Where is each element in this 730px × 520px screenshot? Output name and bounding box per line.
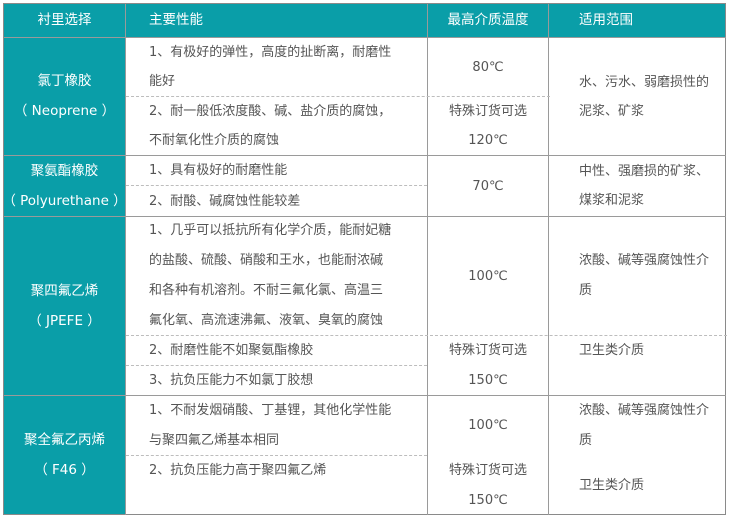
property-line: 2、耐一般低浓度酸、碱、盐介质的腐蚀， <box>149 104 392 119</box>
temp-cell: 100℃ <box>428 396 548 455</box>
divider <box>4 155 726 156</box>
temp-note: 特殊订货可选 <box>448 342 527 358</box>
divider <box>548 4 549 515</box>
property-line: 与聚四氟乙烯基本相同 <box>149 432 280 448</box>
scope-line: 泥浆、矿浆 <box>579 103 645 119</box>
lining-alias: （ Neoprene ） <box>13 103 116 119</box>
property-cell: 1、不耐发烟硝酸、丁基锂，其他化学性能 与聚四氟乙烯基本相同 <box>126 396 427 455</box>
temp-note: 特殊订货可选 <box>448 462 527 478</box>
header-text: 主要性能 <box>149 12 203 28</box>
property-cell: 2、耐一般低浓度酸、碱、盐介质的腐蚀， 不耐氧化性介质的腐蚀 <box>126 97 427 155</box>
temp-cell: 100℃ <box>428 217 548 335</box>
temp-note: 特殊订货可选 <box>448 104 527 119</box>
temp-value: 150℃ <box>468 372 508 388</box>
property-cell: 1、具有极好的耐磨性能 <box>126 156 427 185</box>
lining-alias: （ Polyurethane ） <box>2 193 127 209</box>
divider <box>4 216 726 217</box>
divider <box>4 37 726 38</box>
divider <box>125 4 126 515</box>
header-properties: 主要性能 <box>126 4 427 37</box>
scope-line: 煤浆和泥浆 <box>579 193 645 208</box>
property-line: 1、不耐发烟硝酸、丁基锂，其他化学性能 <box>149 402 392 418</box>
dashed-divider <box>126 335 727 336</box>
lining-f46: 聚全氟乙丙烯 （ F46 ） <box>4 396 125 514</box>
property-line: 和各种有机溶剂。不耐三氟化氯、高温三 <box>149 283 384 298</box>
dashed-divider <box>126 365 427 366</box>
lining-alias: （ F46 ） <box>34 462 95 478</box>
scope-line: 浓酸、碱等强腐蚀性介 <box>579 402 710 418</box>
temp-cell: 特殊订货可选 120℃ <box>428 97 548 155</box>
lining-name: 聚全氟乙丙烯 <box>24 432 105 448</box>
lining-ptfe: 聚四氟乙烯 （ JPEFE ） <box>4 217 125 395</box>
property-cell: 2、抗负压能力高于聚四氟乙烯 <box>126 456 427 515</box>
scope-cell: 水、污水、弱磨损性的 泥浆、矿浆 <box>549 38 726 155</box>
lining-name: 氯丁橡胶 <box>37 73 92 89</box>
lining-name: 聚氨酯橡胶 <box>30 163 99 179</box>
scope-line: 浓酸、碱等强腐蚀性介 <box>579 253 710 268</box>
divider <box>4 395 726 396</box>
property-line: 1、有极好的弹性，高度的扯断离，耐磨性 <box>149 45 392 60</box>
header-text: 最高介质温度 <box>447 12 529 28</box>
lining-table <box>3 3 726 515</box>
header-scope: 适用范围 <box>549 4 725 37</box>
scope-line: 中性、强磨损的矿浆、 <box>579 164 710 179</box>
scope-line: 卫生类介质 <box>579 343 645 358</box>
lining-polyurethane: 聚氨酯橡胶 （ Polyurethane ） <box>2 156 127 216</box>
header-lining: 衬里选择 <box>4 4 125 37</box>
scope-cell: 浓酸、碱等强腐蚀性介质 <box>549 396 726 455</box>
temp-value: 100℃ <box>468 268 508 284</box>
scope-cell: 卫生类介质 <box>549 456 726 515</box>
divider <box>427 4 428 515</box>
property-cell: 3、抗负压能力不如氯丁胶想 <box>126 366 427 395</box>
property-cell: 2、耐酸、碱腐蚀性能较差 <box>126 186 427 216</box>
property-cell: 1、几乎可以抵抗所有化学介质，能耐妃糖 的盐酸、硫酸、硝酸和王水，也能耐浓碱 和各种… <box>126 217 427 335</box>
scope-line: 水、污水、弱磨损性的 <box>579 74 710 90</box>
property-line: 3、抗负压能力不如氯丁胶想 <box>149 373 314 388</box>
property-cell: 1、有极好的弹性，高度的扯断离，耐磨性 能好 <box>126 38 427 96</box>
dashed-divider <box>126 455 427 456</box>
temp-cell: 特殊订货可选 150℃ <box>428 336 548 395</box>
property-cell: 2、耐磨性能不如聚氨酯橡胶 <box>126 336 427 365</box>
scope-line: 卫生类介质 <box>579 478 645 493</box>
temp-value: 100℃ <box>468 418 508 433</box>
scope-cell: 卫生类介质 <box>549 336 726 395</box>
temp-cell: 特殊订货可选 150℃ <box>428 456 548 515</box>
property-line: 2、抗负压能力高于聚四氟乙烯 <box>149 463 327 478</box>
temp-value: 120℃ <box>468 133 508 148</box>
scope-cell: 中性、强磨损的矿浆、 煤浆和泥浆 <box>549 156 726 216</box>
property-line: 的盐酸、硫酸、硝酸和王水，也能耐浓碱 <box>149 253 384 268</box>
temp-value: 150℃ <box>468 492 508 508</box>
header-max-temp: 最高介质温度 <box>428 4 548 37</box>
temp-value: 70℃ <box>472 178 504 194</box>
property-line: 能好 <box>149 74 176 89</box>
dashed-divider <box>126 96 550 97</box>
property-line: 1、具有极好的耐磨性能 <box>149 163 288 178</box>
property-line: 氟化氧、高流速沸氟、液氧、臭氧的腐蚀 <box>149 313 384 328</box>
scope-cell: 浓酸、碱等强腐蚀性介质 <box>549 217 726 335</box>
temp-cell: 70℃ <box>428 156 548 216</box>
scope-line: 质 <box>579 283 593 298</box>
property-line: 2、耐磨性能不如聚氨酯橡胶 <box>149 343 314 358</box>
header-text: 适用范围 <box>579 12 633 28</box>
property-line: 不耐氧化性介质的腐蚀 <box>149 133 280 148</box>
temp-cell: 80℃ <box>428 38 548 96</box>
lining-neoprene: 氯丁橡胶 （ Neoprene ） <box>4 37 125 155</box>
header-text: 衬里选择 <box>37 12 92 28</box>
lining-alias: （ JPEFE ） <box>28 313 101 329</box>
lining-name: 聚四氟乙烯 <box>30 283 99 299</box>
scope-line: 质 <box>579 432 593 448</box>
property-line: 2、耐酸、碱腐蚀性能较差 <box>149 193 301 209</box>
property-line: 1、几乎可以抵抗所有化学介质，能耐妃糖 <box>149 223 392 238</box>
dashed-divider <box>126 185 427 186</box>
temp-value: 80℃ <box>472 59 504 75</box>
